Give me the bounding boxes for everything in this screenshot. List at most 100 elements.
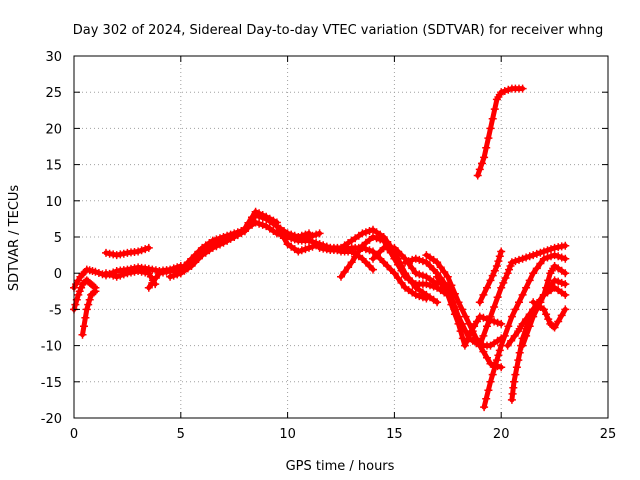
y-tick-label: 30 xyxy=(45,50,62,65)
series-track-o xyxy=(422,251,506,372)
data-point xyxy=(475,165,484,174)
series-track-g xyxy=(166,211,324,281)
data-point xyxy=(255,209,264,218)
data-point xyxy=(456,327,465,336)
data-point xyxy=(486,312,495,321)
data-point xyxy=(283,233,292,241)
data-point xyxy=(554,252,563,261)
data-point xyxy=(394,247,402,256)
data-point xyxy=(467,327,476,336)
data-point xyxy=(482,394,491,403)
data-point xyxy=(544,315,553,324)
data-point xyxy=(518,84,527,93)
data-point xyxy=(102,248,110,257)
data-point xyxy=(422,280,431,289)
data-point xyxy=(166,272,175,281)
data-point xyxy=(557,278,566,287)
data-point xyxy=(436,278,445,287)
data-point xyxy=(144,243,153,252)
data-point xyxy=(495,252,504,261)
y-tick-label: -5 xyxy=(49,303,62,318)
data-point xyxy=(91,287,100,296)
data-point xyxy=(507,312,516,321)
y-tick-label: 25 xyxy=(45,86,62,101)
series-track-h xyxy=(176,207,281,278)
data-point xyxy=(550,323,559,332)
series-track-q xyxy=(475,241,570,350)
data-point xyxy=(465,331,474,340)
data-point xyxy=(490,317,499,326)
data-point xyxy=(361,228,370,237)
data-point xyxy=(287,234,296,243)
data-point xyxy=(514,356,523,365)
data-point xyxy=(411,269,420,278)
data-point xyxy=(397,278,406,287)
data-point xyxy=(547,252,555,261)
data-point xyxy=(557,253,566,262)
data-point xyxy=(248,213,256,222)
data-point xyxy=(411,290,420,299)
data-point xyxy=(525,276,534,285)
data-point xyxy=(561,254,570,263)
data-point xyxy=(369,254,377,263)
series-track-c xyxy=(78,287,100,339)
data-point xyxy=(475,312,484,321)
data-point xyxy=(290,235,299,244)
data-point xyxy=(78,330,87,339)
y-tick-label: 15 xyxy=(45,159,62,174)
data-point xyxy=(251,207,260,216)
x-tick-label: 0 xyxy=(70,427,78,442)
data-point xyxy=(458,334,467,343)
data-point xyxy=(494,257,503,266)
data-point xyxy=(162,267,171,276)
data-point xyxy=(440,268,449,276)
series-track-u xyxy=(518,262,570,350)
data-point xyxy=(490,363,499,372)
data-point xyxy=(415,270,424,279)
data-series xyxy=(70,84,570,412)
data-point xyxy=(486,377,495,386)
data-point xyxy=(511,257,520,266)
data-point xyxy=(440,284,449,293)
data-point xyxy=(75,287,84,296)
data-point xyxy=(119,270,128,279)
series-track-e xyxy=(102,267,160,289)
data-point xyxy=(433,272,442,281)
data-point xyxy=(301,245,310,254)
data-point xyxy=(473,317,481,326)
data-point xyxy=(130,267,139,276)
data-point xyxy=(169,271,178,280)
data-point xyxy=(532,264,541,273)
data-point xyxy=(460,341,469,350)
x-axis-label: GPS time / hours xyxy=(286,459,395,474)
data-point xyxy=(518,341,527,350)
y-tick-label: -10 xyxy=(41,340,62,355)
x-tick-label: 5 xyxy=(177,427,185,442)
data-point xyxy=(109,271,118,280)
data-point xyxy=(89,288,98,297)
data-point xyxy=(544,276,553,285)
data-point xyxy=(515,255,523,264)
series-track-x xyxy=(473,84,527,180)
data-point xyxy=(305,236,313,245)
data-point xyxy=(258,211,267,219)
data-point xyxy=(272,222,281,231)
data-point xyxy=(454,298,463,307)
data-point xyxy=(483,283,491,292)
data-point xyxy=(376,235,385,244)
data-point xyxy=(347,258,356,267)
data-point xyxy=(447,300,456,309)
data-point xyxy=(501,274,510,282)
data-point xyxy=(561,241,570,250)
data-point xyxy=(340,268,349,276)
data-point xyxy=(461,312,470,321)
data-point xyxy=(542,310,551,319)
data-point xyxy=(484,134,493,143)
series-track-l xyxy=(337,233,452,299)
data-point xyxy=(372,251,381,260)
data-point xyxy=(308,237,317,246)
data-point xyxy=(547,245,555,254)
data-point xyxy=(504,322,513,331)
data-point xyxy=(554,317,563,326)
data-point xyxy=(522,283,531,292)
